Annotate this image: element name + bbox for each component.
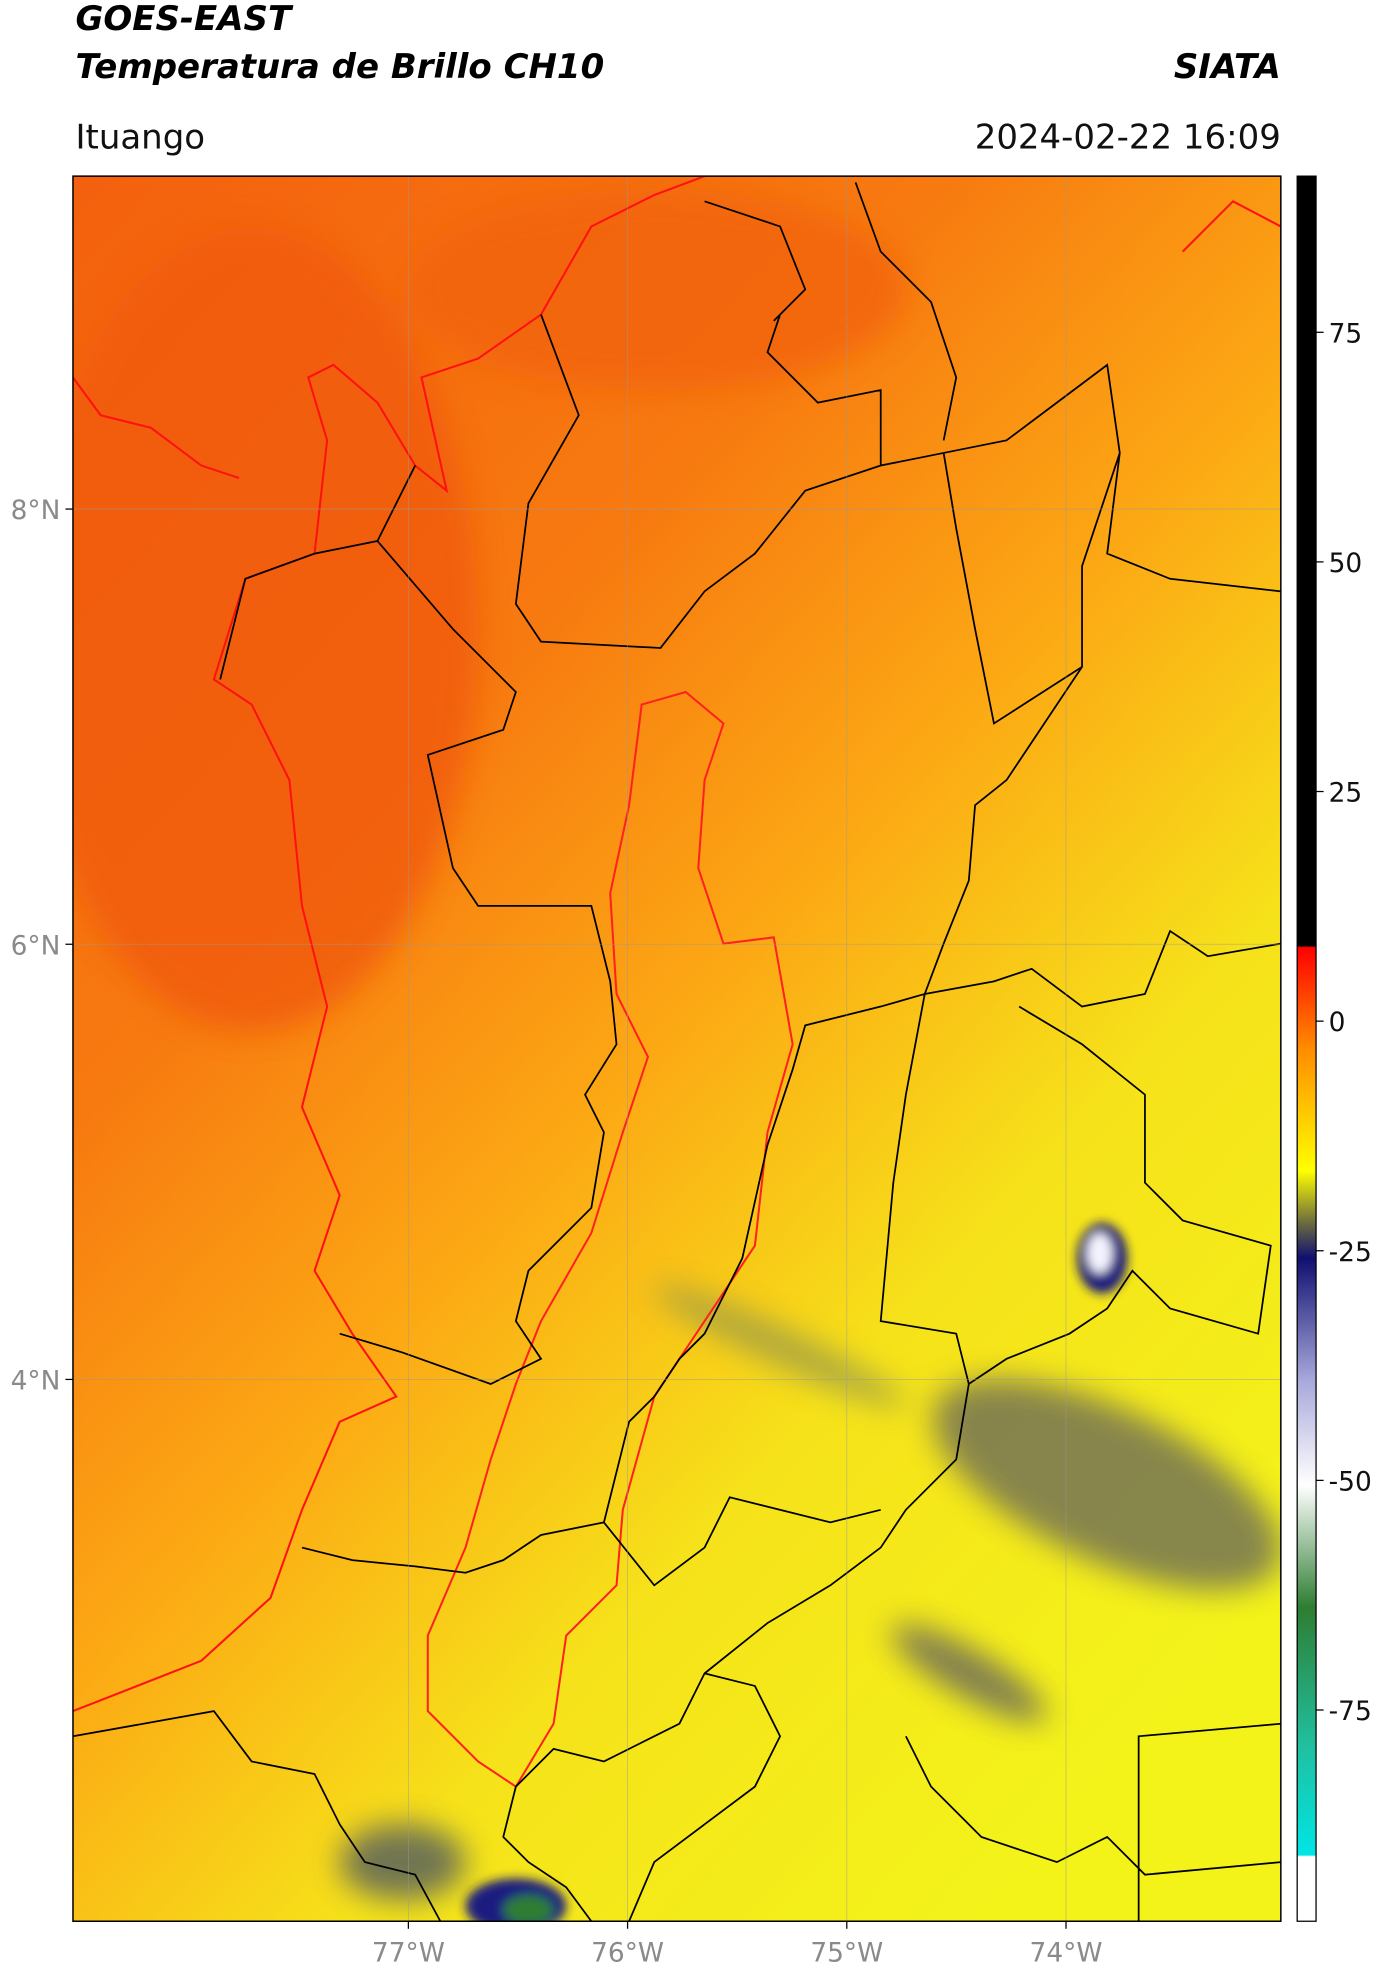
colorbar: [1296, 175, 1317, 1922]
colorbar-tick-label: 50: [1329, 548, 1363, 579]
x-tick-label: 76°W: [591, 1937, 664, 1968]
x-tick-label: 75°W: [810, 1937, 883, 1968]
grid: [72, 176, 1281, 1922]
y-tick-label: 8°N: [11, 495, 61, 526]
colorbar-tick-label: -75: [1329, 1696, 1372, 1727]
brand: SIATA: [1174, 47, 1281, 87]
timestamp: 2024-02-22 16:09: [975, 117, 1281, 157]
y-tick-label: 4°N: [11, 1365, 61, 1396]
basin-outline: [426, 690, 794, 1789]
location: Ituango: [75, 117, 205, 157]
subtitle: Temperatura de Brillo CH10: [75, 47, 604, 87]
map-field: [72, 176, 1281, 1922]
x-tick-label: 77°W: [372, 1937, 445, 1968]
colorbar-tick-label: 0: [1329, 1007, 1346, 1038]
colorbar-tick-label: 25: [1329, 778, 1363, 809]
map-frame: [72, 175, 1282, 1922]
admin-borders: [72, 182, 1281, 1922]
colorbar-tick-label: -50: [1329, 1466, 1372, 1497]
y-tick-label: 6°N: [11, 930, 61, 961]
title: GOES-EAST: [75, 0, 293, 39]
colorbar-tick-label: -25: [1329, 1237, 1372, 1268]
x-tick-label: 74°W: [1030, 1937, 1103, 1968]
colorbar-tick-label: 75: [1329, 318, 1363, 349]
coastline: [72, 176, 1281, 1713]
